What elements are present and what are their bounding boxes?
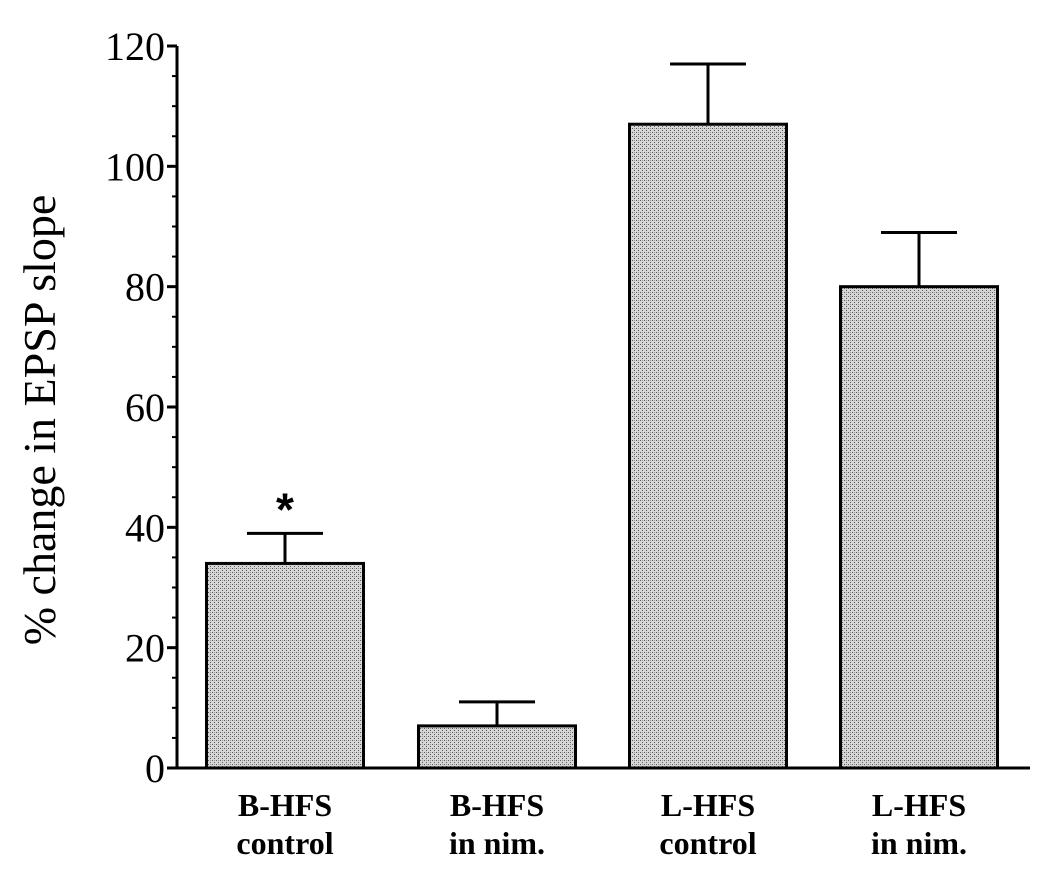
- bars: *: [205, 62, 999, 770]
- bar: [628, 122, 788, 770]
- significance-asterisk: *: [276, 483, 294, 535]
- y-tick-label: 80: [125, 265, 165, 310]
- y-tick-label: 120: [105, 24, 165, 69]
- y-tick-label: 40: [125, 505, 165, 550]
- x-category-label: control: [659, 825, 756, 861]
- y-axis-title: % change in EPSP slope: [14, 195, 65, 646]
- y-tick-label: 0: [145, 746, 165, 791]
- bar: [417, 724, 577, 770]
- x-category-label: L-HFS: [872, 787, 966, 823]
- x-category-label: in nim.: [449, 825, 545, 861]
- x-category-label: B-HFS: [450, 787, 544, 823]
- y-tick-label: 100: [105, 144, 165, 189]
- bar: [839, 285, 999, 770]
- x-category-label: in nim.: [871, 825, 967, 861]
- y-tick-label: 20: [125, 626, 165, 671]
- y-axis: 0 20 40 60 80 100 120: [105, 24, 179, 791]
- x-category-label: L-HFS: [661, 787, 755, 823]
- x-category-label: control: [236, 825, 333, 861]
- bar: [205, 561, 365, 770]
- y-tick-label: 60: [125, 385, 165, 430]
- x-category-label: B-HFS: [238, 787, 332, 823]
